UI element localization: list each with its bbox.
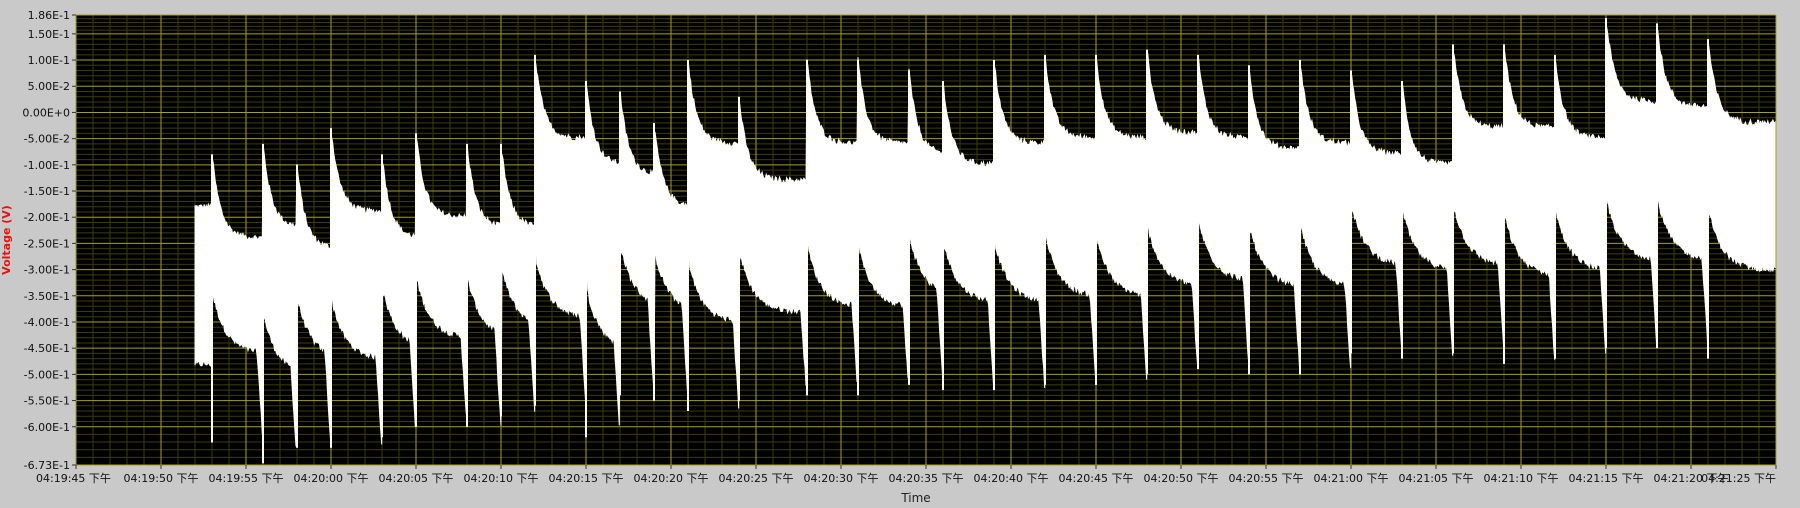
x-tick-label: 04:20:35 下午 <box>889 472 964 485</box>
x-tick-label: 04:20:15 下午 <box>549 472 624 485</box>
y-tick-label: -2.00E-1 <box>24 211 70 224</box>
y-tick-label: -6.73E-1 <box>24 459 70 472</box>
y-tick-label: 5.00E-2 <box>28 80 70 93</box>
x-tick-label: 04:21:15 下午 <box>1569 472 1644 485</box>
x-tick-label: 04:20:50 下午 <box>1144 472 1219 485</box>
x-tick-label: 04:20:55 下午 <box>1229 472 1304 485</box>
x-tick-label: 04:19:50 下午 <box>124 472 199 485</box>
x-tick-label: 04:21:05 下午 <box>1399 472 1474 485</box>
y-tick-label: -2.50E-1 <box>24 237 70 250</box>
x-axis: 04:19:45 下午 04:19:50 下午 04:19:55 下午 04:20:0… <box>36 465 1777 485</box>
y-tick-label: -5.00E-1 <box>24 368 70 381</box>
y-axis: 1.86E-1 1.50E-1 1.00E-1 5.00E-2 0.00E+0 -5.00… <box>22 9 76 472</box>
x-tick-label: 04:21:25 下午 <box>1701 472 1776 485</box>
x-tick-label: 04:21:20 下午 <box>1654 472 1729 485</box>
y-tick-label: 1.00E-1 <box>28 54 70 67</box>
y-tick-label: -3.00E-1 <box>24 264 70 277</box>
x-tick-label: 04:20:00 下午 <box>294 472 369 485</box>
y-tick-label: -5.50E-1 <box>24 395 70 408</box>
voltage-trace <box>194 27 1776 447</box>
x-tick-label: 04:20:40 下午 <box>974 472 1049 485</box>
x-tick-label: 04:20:05 下午 <box>379 472 454 485</box>
x-tick-label: 04:19:55 下午 <box>209 472 284 485</box>
y-tick-label: -1.50E-1 <box>24 185 70 198</box>
x-tick-label: 04:20:45 下午 <box>1059 472 1134 485</box>
y-axis-label: Voltage (V) <box>0 205 13 275</box>
x-tick-label: 04:20:20 下午 <box>634 472 709 485</box>
y-tick-label: -3.50E-1 <box>24 290 70 303</box>
y-tick-label: -4.50E-1 <box>24 342 70 355</box>
y-tick-label: -4.00E-1 <box>24 316 70 329</box>
y-tick-label: 1.86E-1 <box>28 9 70 22</box>
x-tick-label: 04:21:10 下午 <box>1484 472 1559 485</box>
y-tick-label: 0.00E+0 <box>22 106 70 119</box>
x-tick-label: 04:21:00 下午 <box>1314 472 1389 485</box>
y-tick-label: -5.00E-2 <box>24 133 70 146</box>
x-tick-label: 04:20:25 下午 <box>719 472 794 485</box>
x-tick-label: 04:20:10 下午 <box>464 472 539 485</box>
data-series-voltage <box>194 18 1776 464</box>
x-tick-label: 04:20:30 下午 <box>804 472 879 485</box>
y-tick-label: 1.50E-1 <box>28 28 70 41</box>
x-tick-label: 04:19:45 下午 <box>36 472 111 485</box>
y-tick-label: -1.00E-1 <box>24 159 70 172</box>
y-tick-label: -6.00E-1 <box>24 421 70 434</box>
x-axis-label: Time <box>900 491 930 504</box>
